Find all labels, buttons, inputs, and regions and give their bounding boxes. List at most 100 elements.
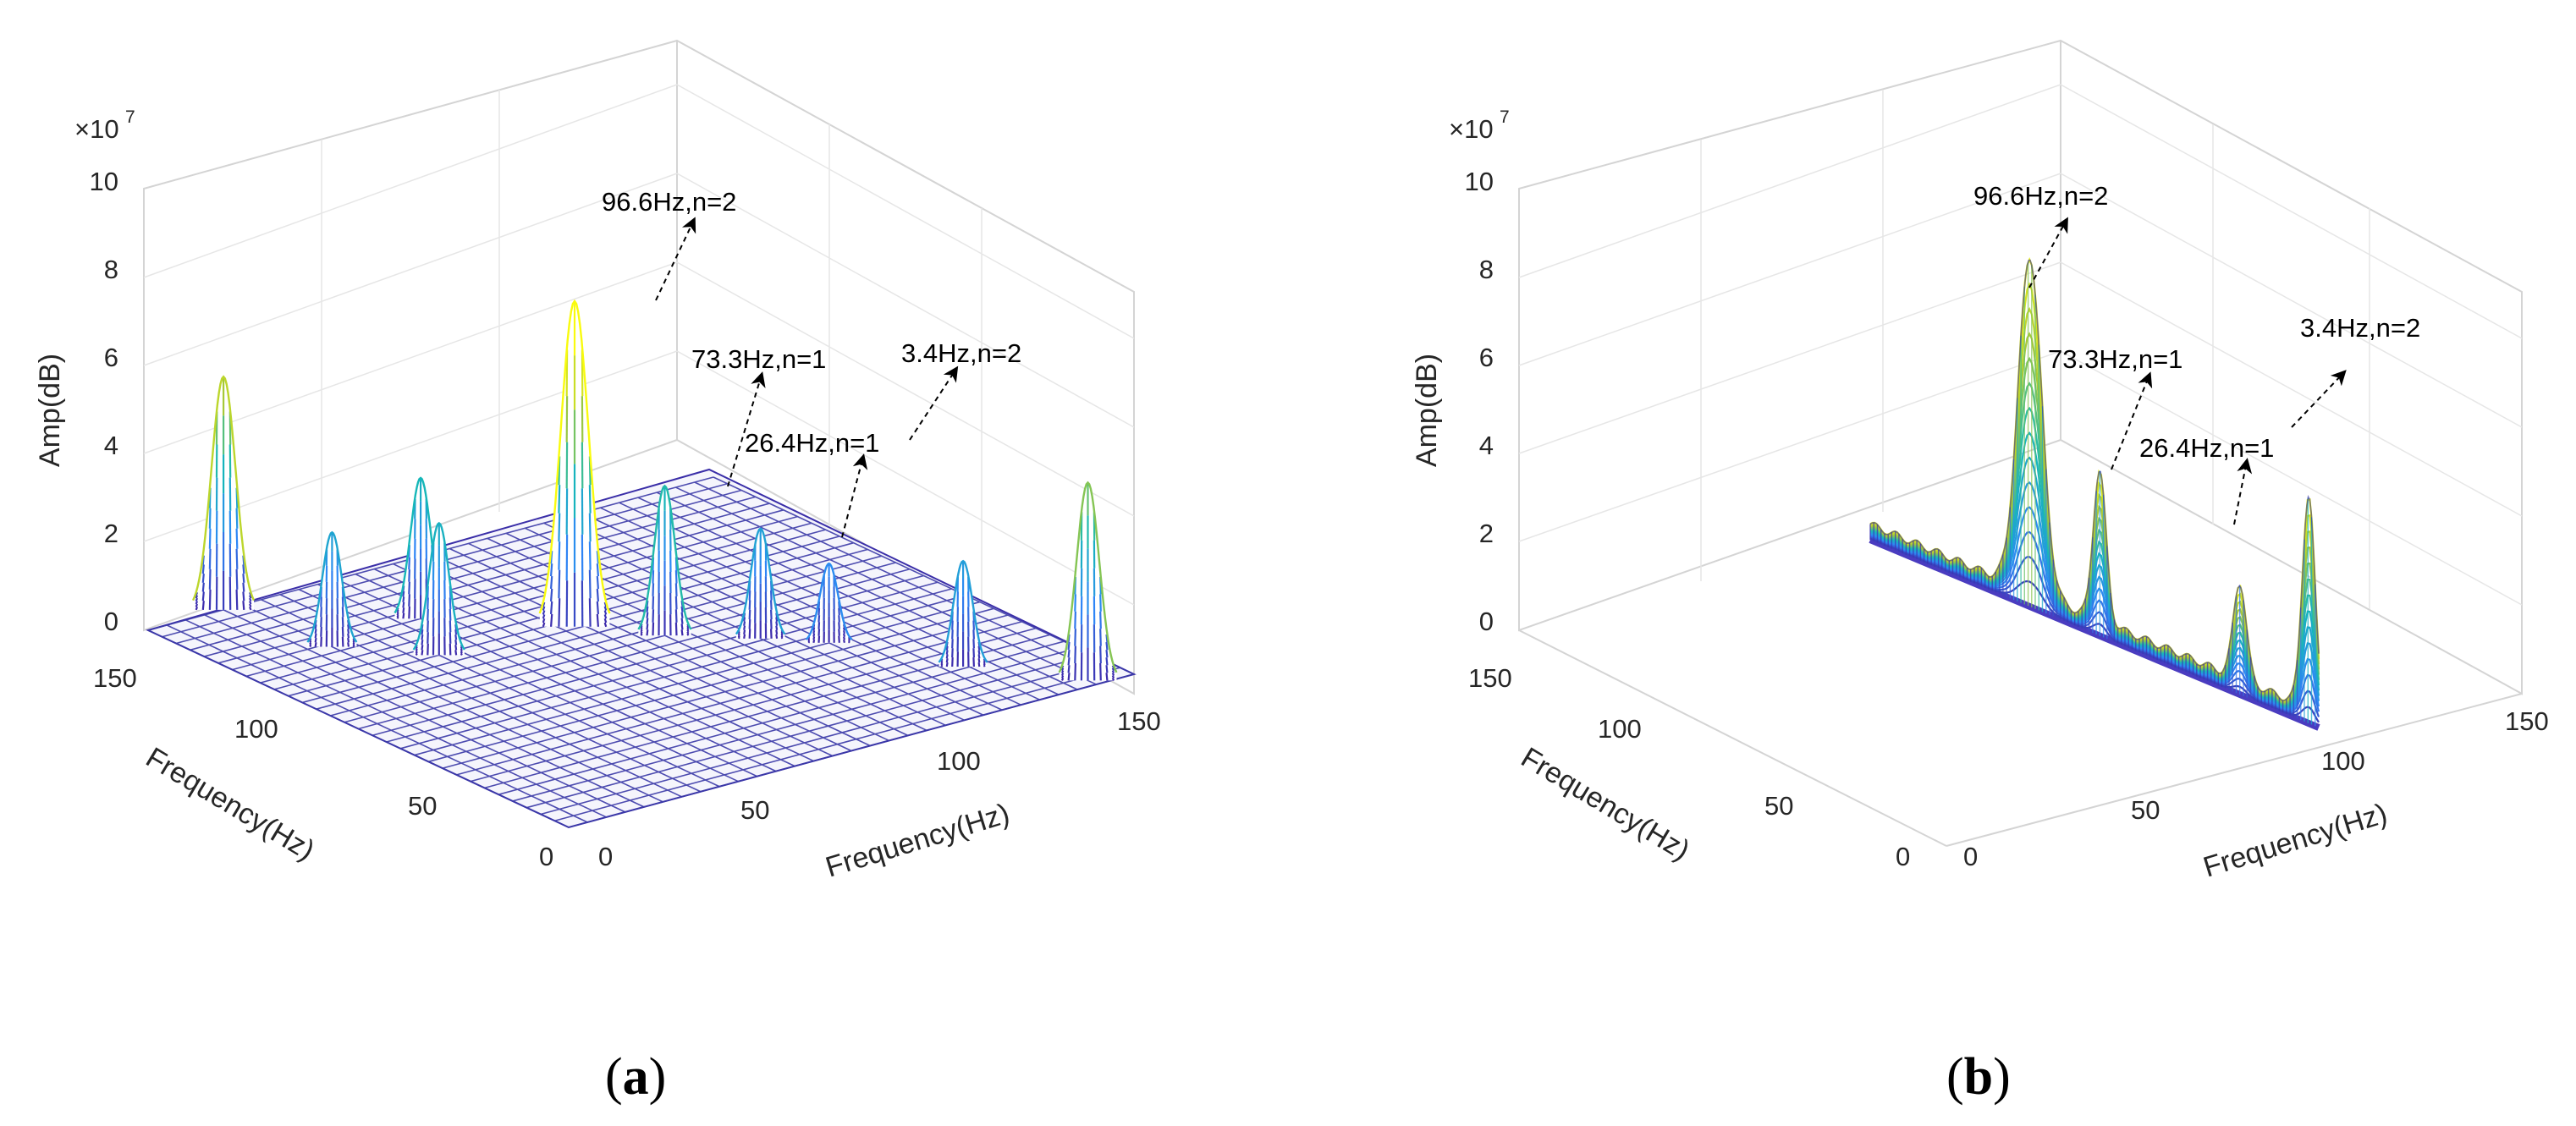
z-tick: 10 [90,167,118,196]
panel-b-slice [1869,256,2320,731]
peak-strand [775,621,779,626]
peak-strand [674,583,678,596]
annotation-label: 73.3Hz,n=1 [2048,344,2182,374]
peak-strand [596,563,599,577]
peak-strand [421,650,424,656]
annotation-label: 26.4Hz,n=1 [745,428,879,458]
z-exponent: 7 [125,107,135,127]
peak-strand [775,617,779,622]
surface-peak [805,562,853,644]
peak-strand [427,632,429,644]
peak-strand [770,619,773,629]
peak-strand [770,629,773,639]
surface-peak [412,521,465,656]
annotation-arrow [2028,217,2068,288]
peak-strand [603,601,608,607]
peak-strand [454,640,458,645]
peak-strand [235,508,239,529]
peak-strand [972,639,975,649]
panel-label-a: (a) [605,1048,666,1106]
panel-a-z-axis: 0 2 4 6 8 10 ×10 7 Amp(dB) [34,107,135,636]
peak-strand [195,607,199,611]
y-tick: 0 [1896,842,1910,871]
peak-strand [1099,611,1102,629]
peak-strand [242,582,245,592]
x-tick: 100 [937,746,981,776]
peak-strand [347,629,350,634]
peak-strand [588,598,592,627]
peak-strand [652,570,655,584]
peak-strand [427,608,429,621]
peak-strand [408,569,410,582]
peak-strand [977,645,981,651]
peak-strand [402,612,405,619]
peak-strand [674,622,678,636]
peak-strand [550,563,553,577]
peak-strand [588,513,592,542]
peak-strand [680,629,684,636]
peak-strand [843,630,845,634]
peak-strand [680,612,684,618]
surface-peak [637,484,692,636]
z-tick: 8 [1479,255,1494,284]
peak-strand [977,662,981,667]
peak-strand [1074,645,1076,664]
peak-strand [748,600,751,610]
peak-strand [596,601,599,614]
peak-strand [652,609,655,623]
peak-strand [421,634,424,640]
peak-strand [596,588,599,601]
peak-outline [637,484,692,630]
peak-strand [1074,611,1076,629]
peak-strand [843,633,845,637]
peak-strand [320,617,322,628]
peak-strand [743,625,746,630]
peak-strand [843,627,845,631]
peak-strand [1067,673,1071,681]
peak-strand [320,607,322,618]
surface-peak [938,559,988,667]
peak-strand [449,608,452,621]
peak-strand [603,614,608,619]
peak-strand [235,528,239,549]
annotation-label: 26.4Hz,n=1 [2139,433,2274,463]
annotation-label: 96.6Hz,n=2 [1973,181,2108,211]
peak-strand [208,508,212,529]
peak-strand [1111,673,1115,677]
z-axis-label: Amp(dB) [34,354,66,467]
peak-strand [242,591,245,601]
peak-strand [775,634,779,639]
peak-strand [542,601,546,607]
x-tick: 150 [1117,706,1161,736]
peak-strand [341,607,344,618]
panel-a-peaks [192,299,1118,681]
annotation-label: 73.3Hz,n=1 [691,344,826,374]
peak-strand [812,639,816,644]
peak-strand [603,618,608,623]
peak-strand [1105,665,1109,673]
peak-strand [588,485,592,514]
peak-strand [1111,670,1115,674]
peak-strand [427,597,429,610]
peak-strand [817,615,821,623]
peak-strand [646,629,649,636]
peak-strand [1074,629,1076,646]
peak-strand [646,606,649,612]
peak-strand [1060,675,1065,678]
peak-strand [449,597,452,610]
peak-strand [347,642,350,647]
peak-strand [817,629,821,636]
panel-b-grid [1518,84,2523,609]
peak-strand [646,618,649,624]
peak-strand [596,576,599,590]
z-tick: 0 [104,607,118,636]
peak-strand [652,583,655,596]
z-exponent: 7 [1500,107,1510,127]
peak-strand [674,596,678,610]
peak-strand [775,625,779,630]
peak-strand [1060,678,1065,681]
y-tick: 150 [93,663,137,693]
peak-strand [775,629,779,634]
peak-strand [454,629,458,635]
